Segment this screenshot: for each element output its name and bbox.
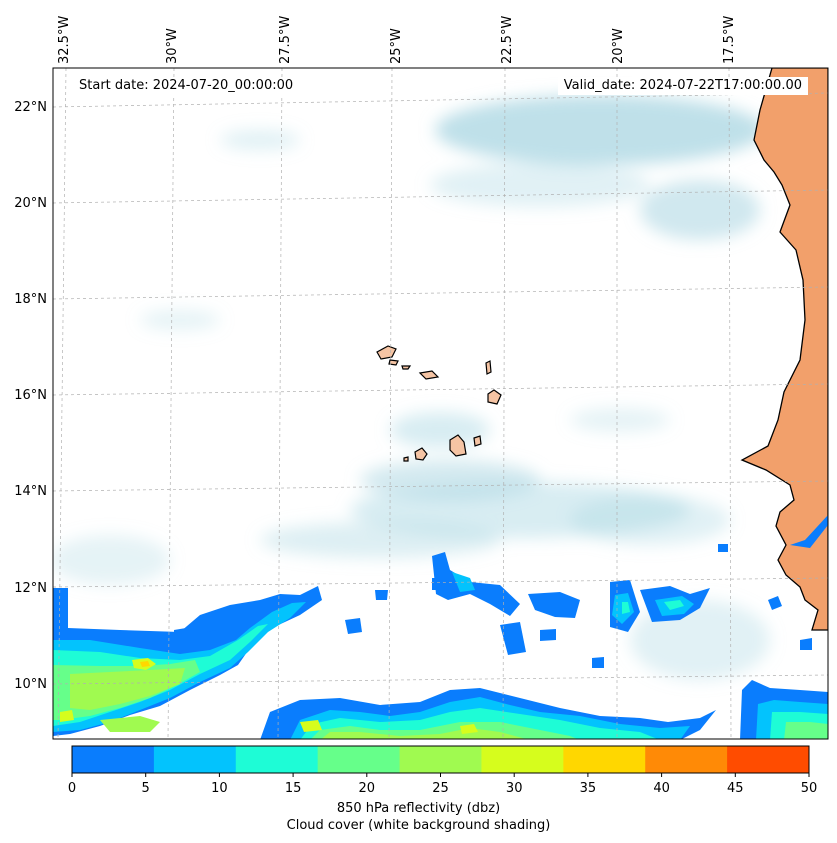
cloud-cover-layer [53, 95, 770, 680]
cape-verde-islands [376, 345, 502, 462]
colorbar-tick-label: 40 [653, 781, 670, 796]
lon-label: 30°W [165, 28, 180, 64]
lat-label: 16°N [14, 388, 47, 403]
start-date-label: Start date: 2024-07-20_00:00:00 [73, 77, 300, 95]
colorbar-tick-label: 50 [801, 781, 818, 796]
colorbar-tick-label: 45 [727, 781, 744, 796]
lat-lon-gridlines [53, 68, 828, 739]
lat-label: 22°N [14, 100, 47, 115]
lon-label: 25°W [389, 28, 404, 64]
lon-label: 22.5°W [500, 16, 515, 64]
colorbar: 0 5 10 15 20 25 30 35 40 45 50 [68, 745, 817, 796]
colorbar-segment [235, 746, 319, 773]
longitude-labels: 32.5°W 30°W 27.5°W 25°W 22.5°W 20°W 17.5… [57, 16, 737, 64]
colorbar-tick-label: 15 [285, 781, 302, 796]
colorbar-segment [727, 746, 810, 773]
lat-label: 18°N [14, 292, 47, 307]
colorbar-title: 850 hPa reflectivity (dbz) [336, 801, 501, 816]
lon-label: 20°W [611, 28, 626, 64]
latitude-labels: 22°N 20°N 18°N 16°N 14°N 12°N 10°N [14, 100, 47, 692]
colorbar-tick-label: 5 [142, 781, 150, 796]
lon-label: 17.5°W [722, 16, 737, 64]
colorbar-tick-label: 0 [68, 781, 76, 796]
colorbar-tick-label: 25 [432, 781, 449, 796]
colorbar-ticks: 0 5 10 15 20 25 30 35 40 45 50 [68, 773, 817, 796]
colorbar-segment [317, 746, 401, 773]
lat-label: 12°N [14, 581, 47, 596]
map-frame [52, 67, 829, 740]
colorbar-tick-label: 30 [506, 781, 523, 796]
colorbar-segment [563, 746, 646, 773]
colorbar-segments [72, 746, 810, 773]
african-coast-land [740, 68, 828, 631]
lat-label: 14°N [14, 484, 47, 499]
lon-label: 32.5°W [57, 16, 72, 64]
colorbar-tick-label: 35 [580, 781, 597, 796]
colorbar-segment [399, 746, 482, 773]
colorbar-subtitle: Cloud cover (white background shading) [286, 818, 551, 833]
colorbar-segment [72, 746, 155, 773]
lat-label: 10°N [14, 677, 47, 692]
colorbar-segment [481, 746, 564, 773]
colorbar-segment [645, 746, 728, 773]
colorbar-segment [153, 746, 237, 773]
lon-label: 27.5°W [278, 16, 293, 64]
colorbar-tick-label: 10 [211, 781, 228, 796]
colorbar-tick-label: 20 [359, 781, 376, 796]
reflectivity-layer [53, 515, 828, 739]
lat-label: 20°N [14, 196, 47, 211]
valid-date-label: Valid_date: 2024-07-22T17:00:00.00 [557, 77, 808, 95]
